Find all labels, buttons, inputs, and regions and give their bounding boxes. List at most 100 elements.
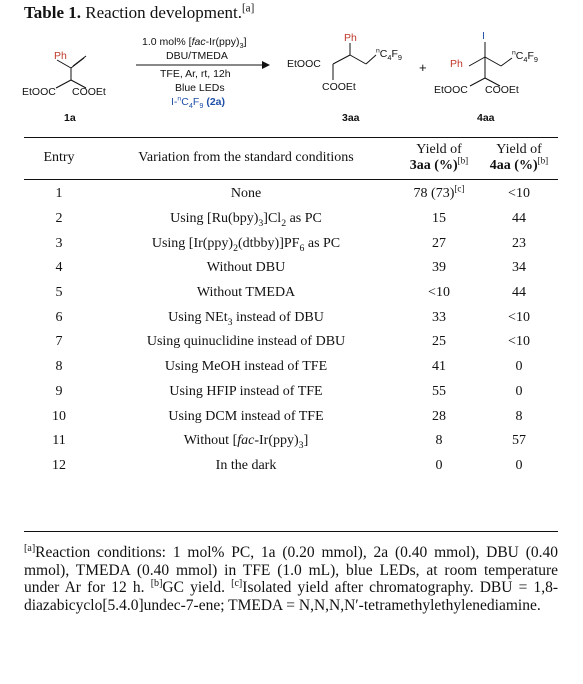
condition-bases: DBU/TMEDA	[166, 50, 228, 62]
entry-cell: 12	[52, 457, 66, 473]
footnote-c-mark: [c]	[231, 577, 243, 589]
reaction-scheme: Ph EtOOC COOEt 1a 1.0 mol% [fac-Ir(ppy)3…	[0, 28, 583, 128]
table-header-row: Entry Variation from the standard condit…	[24, 140, 558, 176]
table-row: 1 None 78 (73)[c] <10	[24, 182, 558, 207]
scheme-bonds	[55, 42, 513, 89]
footnote-b-mark: [b]	[150, 577, 163, 589]
caption-note: [a]	[242, 2, 255, 15]
p2-right-ester: COOEt	[485, 84, 519, 96]
yield-4aa-cell: 0	[515, 359, 523, 375]
condition-reagent: I-nC4F9 (2a)	[171, 95, 226, 111]
entry-cell: 2	[55, 211, 63, 227]
table-bottom-rule	[24, 531, 558, 532]
variation-cell: Using [Ru(bpy)3]Cl2 as PC	[170, 211, 322, 229]
table-row: 7 Using quinuclidine instead of DBU 25 <…	[24, 330, 558, 355]
entry-cell: 4	[55, 260, 63, 276]
entry-cell: 5	[55, 285, 63, 301]
entry-cell: 6	[55, 309, 63, 325]
header-yield-3aa: Yield of 3aa (%)[b]	[409, 142, 469, 173]
yield-3aa-cell: 0	[435, 457, 443, 473]
sm-phenyl: Ph	[54, 50, 67, 62]
variation-cell: Without [fac-Ir(ppy)3]	[183, 433, 309, 452]
yield-3aa-cell: 33	[432, 309, 446, 325]
table-row: 2 Using [Ru(bpy)3]Cl2 as PC 15 44	[24, 207, 558, 232]
yield-4aa-cell: 23	[512, 235, 526, 251]
caption-text: Reaction development.	[85, 3, 242, 22]
variation-cell: Using HFIP instead of TFE	[169, 383, 323, 399]
yield-3aa-cell: 8	[435, 433, 443, 449]
plus-sign: +	[419, 60, 427, 75]
sm-right-ester: COOEt	[72, 86, 106, 98]
p1-bottom-ester: COOEt	[322, 81, 356, 93]
entry-cell: 11	[52, 433, 66, 449]
yield-3aa-cell: 15	[432, 211, 446, 227]
p1-compound-id: 3aa	[342, 112, 360, 124]
p1-phenyl: Ph	[344, 32, 357, 44]
yield-4aa-cell: 57	[512, 433, 526, 449]
yield-4aa-cell: 8	[515, 408, 523, 424]
yield-3aa-cell: 55	[432, 383, 446, 399]
p2-left-ester: EtOOC	[434, 84, 468, 96]
variation-cell: Using NEt3 instead of DBU	[168, 309, 324, 328]
condition-light: Blue LEDs	[175, 82, 225, 94]
yield-4aa-cell: 44	[512, 211, 526, 227]
table-footnotes: [a]Reaction conditions: 1 mol% PC, 1a (0…	[24, 542, 558, 614]
entry-cell: 10	[52, 408, 66, 424]
entry-cell: 1	[55, 186, 63, 202]
variation-cell: Using DCM instead of TFE	[168, 408, 324, 424]
yield-3aa-cell: 25	[432, 334, 446, 350]
table-row: 6 Using NEt3 instead of DBU 33 <10	[24, 305, 558, 330]
yield-4aa-cell: 0	[515, 383, 523, 399]
yield-3aa-cell: 41	[432, 359, 446, 375]
variation-cell: Using [Ir(ppy)2(dtbby)]PF6 as PC	[151, 235, 341, 254]
table-row: 3 Using [Ir(ppy)2(dtbby)]PF6 as PC 27 23	[24, 231, 558, 256]
p2-perfluoroalkyl: nC4F9	[512, 49, 538, 65]
yield-4aa-cell: 34	[512, 260, 526, 276]
variation-cell: Without TMEDA	[196, 285, 296, 301]
p2-compound-id: 4aa	[477, 112, 495, 124]
caption-label: Table 1.	[24, 3, 82, 22]
variation-cell: In the dark	[215, 457, 277, 473]
table-header-rule	[24, 179, 558, 180]
footnote-a-text: Reaction conditions: 1 mol% PC, 1a (0.20…	[24, 544, 558, 596]
table-row: 12 In the dark 0 0	[24, 454, 558, 479]
variation-cell: None	[230, 186, 262, 202]
yield-3aa-cell: 39	[432, 260, 446, 276]
table-row: 10 Using DCM instead of TFE 28 8	[24, 404, 558, 429]
p2-iodine: I	[482, 30, 485, 42]
yield-4aa-cell: <10	[508, 309, 530, 325]
p1-left-ester: EtOOC	[287, 58, 321, 70]
yield-3aa-cell: 78 (73)[c]	[413, 183, 465, 202]
footnote-a-mark: [a]	[24, 542, 36, 554]
yield-4aa-cell: <10	[508, 334, 530, 350]
table-row: 5 Without TMEDA <10 44	[24, 281, 558, 306]
variation-cell: Without DBU	[206, 260, 286, 276]
yield-4aa-cell: 0	[515, 457, 523, 473]
footnote-c-text: Isolated yield after chromatography. DBU…	[24, 579, 558, 614]
header-entry: Entry	[43, 150, 75, 165]
yield-3aa-cell: 28	[432, 408, 446, 424]
table-row: 4 Without DBU 39 34	[24, 256, 558, 281]
header-yield-4aa: Yield of 4aa (%)[b]	[489, 142, 549, 173]
variation-cell: Using MeOH instead of TFE	[164, 359, 328, 375]
yield-4aa-cell: 44	[512, 285, 526, 301]
yield-3aa-cell: <10	[428, 285, 450, 301]
yield-3aa-cell: 27	[432, 235, 446, 251]
table-row: 8 Using MeOH instead of TFE 41 0	[24, 355, 558, 380]
yield-4aa-cell: <10	[508, 186, 530, 202]
table-row: 9 Using HFIP instead of TFE 55 0	[24, 380, 558, 405]
footnote-b-text: GC yield.	[162, 579, 225, 596]
entry-cell: 7	[55, 334, 63, 350]
header-variation: Variation from the standard conditions	[138, 150, 354, 165]
sm-left-ester: EtOOC	[22, 86, 56, 98]
variation-cell: Using quinuclidine instead of DBU	[146, 334, 346, 350]
condition-solvent: TFE, Ar, rt, 12h	[160, 68, 231, 80]
p1-perfluoroalkyl: nC4F9	[376, 47, 402, 63]
table-row: 11 Without [fac-Ir(ppy)3] 8 57	[24, 429, 558, 454]
results-table: Entry Variation from the standard condit…	[24, 140, 558, 478]
entry-cell: 8	[55, 359, 63, 375]
table-caption: Table 1. Reaction development.[a]	[24, 3, 254, 23]
table-top-rule	[24, 137, 558, 138]
p2-phenyl: Ph	[450, 58, 463, 70]
entry-cell: 3	[55, 235, 63, 251]
